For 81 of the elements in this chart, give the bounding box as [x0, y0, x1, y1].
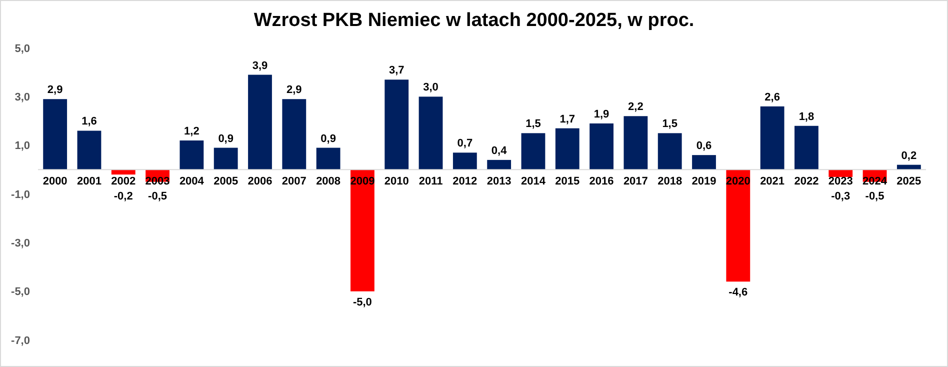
y-tick-label: -1,0 [11, 188, 30, 201]
x-tick-label: 2008 [316, 176, 341, 188]
x-tick-label: 2001 [76, 176, 102, 188]
bar [760, 106, 784, 170]
bar [350, 170, 374, 292]
x-tick-label: 2004 [179, 176, 205, 188]
x-tick-label: 2023 [828, 176, 853, 188]
bar [726, 170, 750, 282]
bar [521, 133, 546, 170]
data-label: -0,5 [148, 190, 168, 203]
data-label: 1,5 [662, 118, 678, 130]
y-tick-label: -7,0 [11, 334, 30, 347]
data-label: 1,7 [560, 113, 576, 126]
y-tick-label: 3,0 [14, 92, 30, 104]
data-label: 1,6 [82, 116, 97, 128]
data-label: 3,7 [388, 64, 404, 77]
bar [384, 80, 409, 170]
bar [555, 128, 580, 170]
bar [282, 99, 306, 170]
data-label: 1,9 [594, 108, 610, 120]
data-label: -0,5 [865, 190, 884, 203]
bar [794, 126, 818, 170]
bar [180, 140, 204, 170]
x-tick-label: 2009 [350, 176, 375, 188]
x-tick-label: 2017 [623, 176, 648, 188]
x-tick-label: 2000 [42, 176, 68, 188]
x-tick-label: 2018 [658, 176, 682, 188]
data-label: 0,6 [696, 140, 712, 152]
x-tick-label: 2019 [692, 176, 716, 188]
data-label: 2,9 [47, 84, 63, 96]
y-tick-label: -3,0 [11, 238, 30, 250]
data-label: 0,9 [218, 132, 234, 145]
bar [418, 96, 443, 170]
data-label: 1,2 [184, 125, 200, 138]
x-tick-label: 2025 [896, 176, 922, 188]
data-label: 3,0 [423, 82, 438, 94]
data-label: -0,3 [831, 190, 850, 203]
chart-title: Wzrost PKB Niemiec w latach 2000-2025, w proc. [254, 10, 694, 31]
data-label: 1,8 [798, 110, 814, 123]
x-tick-label: 2015 [555, 176, 580, 188]
x-tick-label: 2014 [520, 176, 546, 188]
x-tick-label: 2012 [452, 176, 478, 188]
data-label: 3,9 [252, 60, 268, 72]
x-tick-label: 2005 [214, 176, 238, 188]
x-tick-label: 2013 [486, 176, 512, 188]
x-tick-label: 2016 [589, 176, 614, 188]
data-label: 2,2 [628, 101, 644, 114]
data-label: 2,6 [764, 91, 780, 104]
data-label: -4,6 [728, 286, 748, 299]
data-label: 0,7 [457, 138, 473, 150]
y-tick-label: 5,0 [14, 42, 30, 55]
y-tick-label: -5,0 [11, 286, 30, 298]
data-label: 0,9 [320, 132, 336, 145]
bar [248, 74, 272, 170]
x-tick-label: 2002 [111, 176, 136, 188]
x-tick-label: 2011 [418, 176, 443, 188]
bar [43, 99, 68, 170]
x-tick-label: 2022 [794, 176, 819, 188]
x-tick-label: 2020 [726, 176, 750, 188]
bar [111, 170, 136, 175]
data-label: 0,4 [491, 144, 508, 157]
x-tick-label: 2006 [248, 176, 272, 188]
x-tick-label: 2021 [760, 176, 785, 188]
data-label: 2,9 [286, 84, 302, 96]
bar [214, 148, 238, 170]
data-label: 0,2 [901, 150, 917, 162]
bar [828, 170, 853, 177]
bar [316, 148, 340, 170]
data-label: -5,0 [352, 296, 372, 308]
bar [692, 155, 716, 170]
x-tick-label: 2007 [282, 176, 306, 188]
bar [590, 123, 614, 170]
y-tick-label: 1,0 [14, 140, 30, 152]
data-label: 1,5 [526, 118, 541, 130]
x-tick-label: 2010 [384, 176, 409, 188]
bar [624, 116, 648, 170]
bar [487, 160, 512, 170]
bar [77, 130, 102, 170]
bar [452, 152, 477, 170]
data-label: -0,2 [114, 190, 133, 203]
bar [658, 133, 682, 170]
